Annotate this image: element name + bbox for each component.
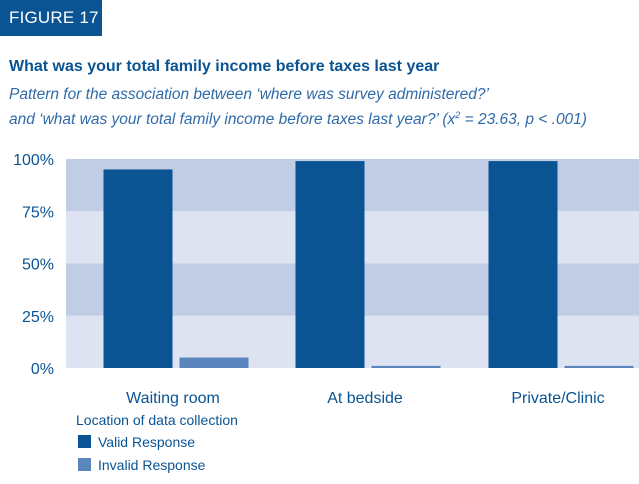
chart-subtitle-line-1: Pattern for the association between ‘whe…	[9, 86, 489, 103]
x-tick-label-1: At bedside	[327, 390, 403, 407]
x-axis-label: Location of data collection	[76, 412, 238, 428]
y-tick-label-4: 100%	[13, 152, 54, 169]
legend-label-valid-response: Valid Response	[98, 434, 196, 450]
bar-valid-response-1	[295, 161, 365, 368]
x-tick-label-0: Waiting room	[126, 390, 220, 407]
subtitle-line-2-prefix: and ‘what was your total family income b…	[9, 111, 448, 128]
bar-invalid-response-1	[371, 365, 441, 368]
figure-label: FIGURE 17	[0, 0, 102, 36]
y-tick-label-3: 75%	[22, 204, 54, 221]
chi-superscript: 2	[455, 110, 461, 120]
legend-label-invalid-response: Invalid Response	[98, 457, 206, 473]
legend-swatch-valid-response	[78, 435, 91, 448]
bar-invalid-response-0	[179, 357, 249, 368]
subtitle-line-2-suffix: = 23.63, p < .001)	[460, 111, 587, 128]
chart-title: What was your total family income before…	[9, 58, 440, 75]
chart-subtitle-line-2: and ‘what was your total family income b…	[9, 110, 587, 129]
y-tick-label-1: 25%	[22, 309, 54, 326]
x-tick-label-2: Private/Clinic	[511, 390, 604, 407]
legend-swatch-invalid-response	[78, 458, 91, 471]
bar-valid-response-0	[103, 169, 173, 368]
y-tick-label-2: 50%	[22, 257, 54, 274]
legend-item-valid-response: Valid Response	[78, 434, 195, 450]
y-tick-label-0: 0%	[31, 361, 54, 378]
bar-valid-response-2	[488, 161, 558, 368]
bar-invalid-response-2	[564, 365, 634, 368]
legend-item-invalid-response: Invalid Response	[78, 457, 205, 473]
chi-symbol: x	[447, 111, 456, 128]
